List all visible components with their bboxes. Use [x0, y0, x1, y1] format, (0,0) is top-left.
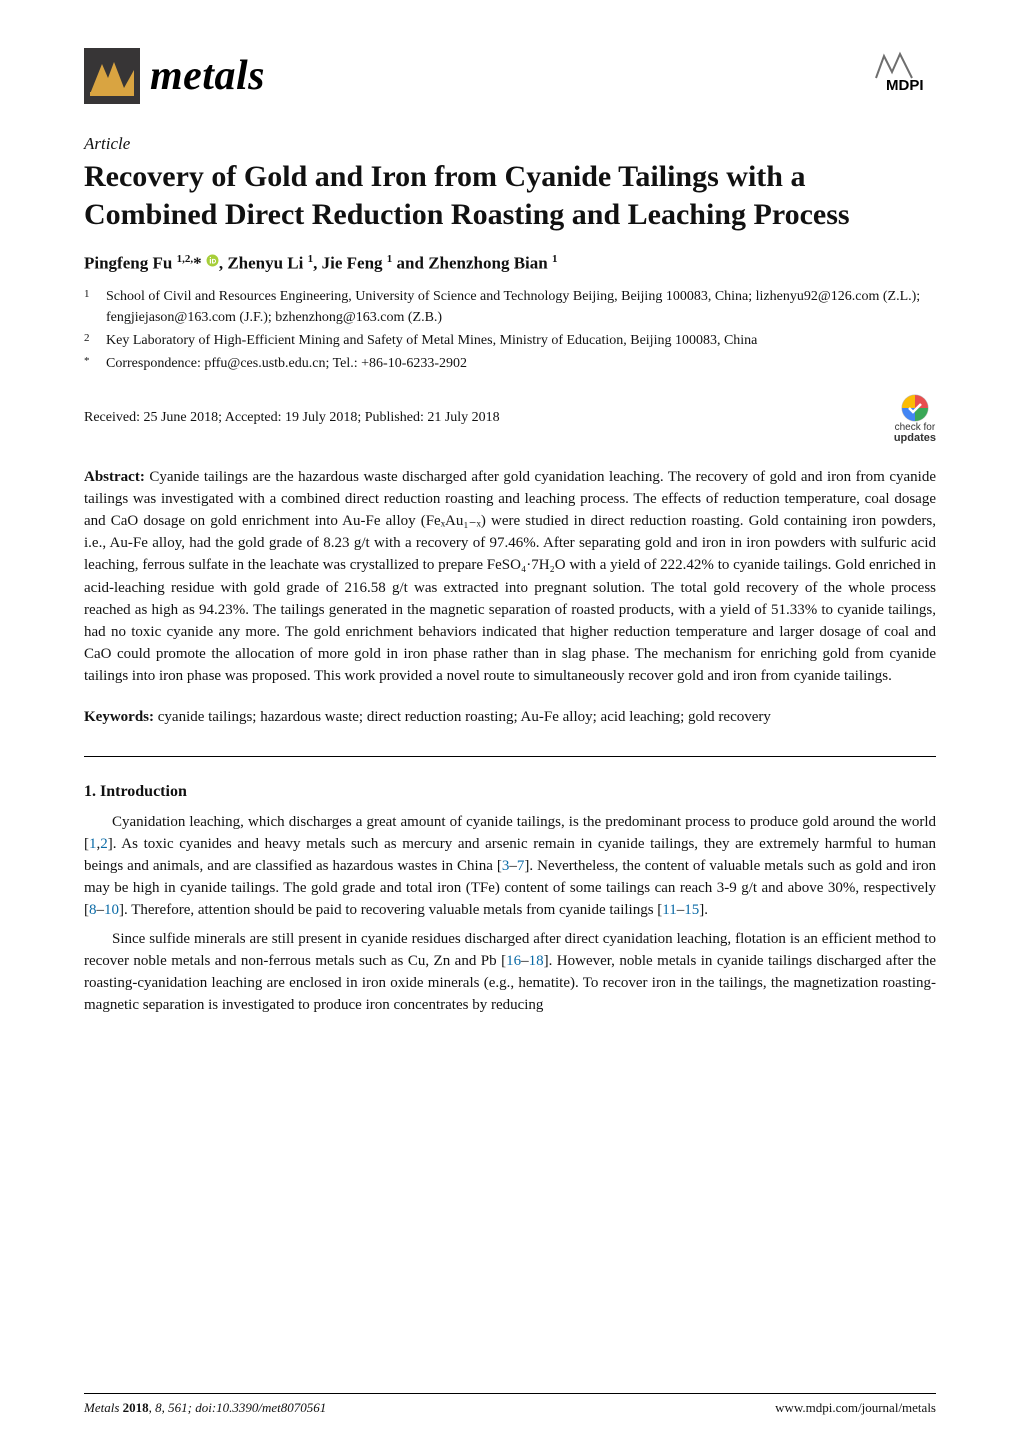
footer-year: 2018 — [123, 1400, 149, 1415]
ref-link-11[interactable]: 11 — [662, 902, 676, 918]
footer-journal: Metals — [84, 1400, 119, 1415]
abstract-text: Cyanide tailings are the hazardous waste… — [84, 469, 936, 685]
affiliation-text: Correspondence: pffu@ces.ustb.edu.cn; Te… — [106, 354, 936, 374]
keywords-text: cyanide tailings; hazardous waste; direc… — [154, 709, 771, 725]
ref-link-16[interactable]: 16 — [506, 953, 521, 969]
mdpi-logo-icon: MDPI — [872, 48, 936, 92]
affiliation-mark: 1 — [84, 287, 106, 328]
ref-link-2[interactable]: 2 — [100, 836, 108, 852]
authors-line: Pingfeng Fu 1,2,* , Zhenyu Li 1, Jie Fen… — [84, 253, 936, 274]
intro-paragraph-1: Cyanidation leaching, which discharges a… — [84, 811, 936, 922]
affiliation-mark: * — [84, 354, 106, 374]
check-for-updates-badge[interactable]: check for updates — [894, 393, 936, 444]
affiliation-text: School of Civil and Resources Engineerin… — [106, 287, 936, 328]
article-title: Recovery of Gold and Iron from Cyanide T… — [84, 158, 936, 235]
mdpi-logo: MDPI — [872, 48, 936, 92]
footer-citation: , 8, 561; doi:10.3390/met8070561 — [149, 1400, 327, 1415]
affiliation-item: 2Key Laboratory of High-Efficient Mining… — [84, 331, 936, 351]
mdpi-text: MDPI — [886, 77, 924, 92]
ref-link-15[interactable]: 15 — [684, 902, 699, 918]
footer-right: www.mdpi.com/journal/metals — [775, 1400, 936, 1416]
abstract-paragraph: Abstract: Cyanide tailings are the hazar… — [84, 466, 936, 688]
affiliation-item: *Correspondence: pffu@ces.ustb.edu.cn; T… — [84, 354, 936, 374]
section-1-heading: 1. Introduction — [84, 783, 936, 801]
article-type-label: Article — [84, 134, 936, 154]
affiliation-item: 1School of Civil and Resources Engineeri… — [84, 287, 936, 328]
keywords-label: Keywords: — [84, 709, 154, 725]
affiliations-list: 1School of Civil and Resources Engineeri… — [84, 287, 936, 374]
page-footer: Metals 2018, 8, 561; doi:10.3390/met8070… — [84, 1393, 936, 1416]
dates-row: Received: 25 June 2018; Accepted: 19 Jul… — [84, 393, 936, 444]
section-separator — [84, 756, 936, 757]
page: metals MDPI Article Recovery of Gold and… — [0, 0, 1020, 1442]
affiliation-text: Key Laboratory of High-Efficient Mining … — [106, 331, 936, 351]
ref-link-18[interactable]: 18 — [529, 953, 544, 969]
crossmark-icon — [900, 393, 930, 423]
affiliation-mark: 2 — [84, 331, 106, 351]
ref-link-8[interactable]: 8 — [89, 902, 97, 918]
journal-logo: metals — [84, 48, 265, 104]
footer-left: Metals 2018, 8, 561; doi:10.3390/met8070… — [84, 1400, 326, 1416]
journal-logo-icon — [84, 48, 140, 104]
keywords-paragraph: Keywords: cyanide tailings; hazardous wa… — [84, 706, 936, 728]
ref-link-10[interactable]: 10 — [104, 902, 119, 918]
check-updates-line2: updates — [894, 433, 936, 444]
abstract-label: Abstract: — [84, 469, 145, 485]
ref-link-1[interactable]: 1 — [89, 836, 97, 852]
journal-name: metals — [150, 52, 265, 100]
header-row: metals MDPI — [84, 48, 936, 104]
dates-text: Received: 25 June 2018; Accepted: 19 Jul… — [84, 410, 500, 426]
intro-paragraph-2: Since sulfide minerals are still present… — [84, 928, 936, 1017]
